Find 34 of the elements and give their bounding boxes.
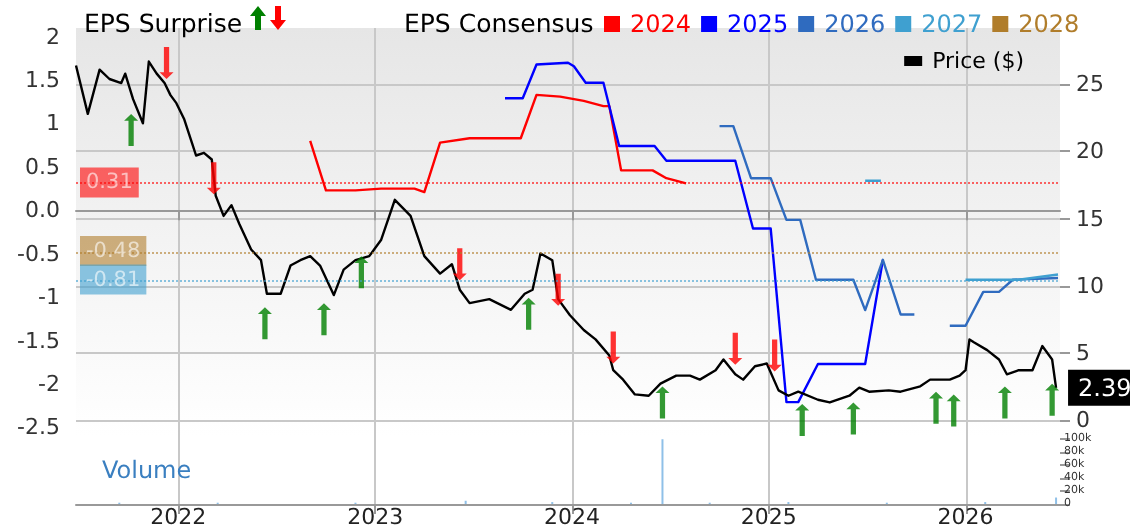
ref-line-label: 0.31 — [86, 170, 133, 195]
y-tick-label: -1.5 — [17, 327, 60, 354]
y-tick-label: 2 — [46, 23, 60, 50]
data-label: 2.39 — [1078, 373, 1130, 402]
y-tick-label: -2.5 — [17, 414, 60, 441]
y2-tick-label: 10 — [1076, 272, 1104, 299]
x-tick-label: 2025 — [740, 504, 797, 528]
y-tick-label: -2 — [38, 370, 60, 397]
y2-tick-label: 20 — [1076, 138, 1104, 165]
y-tick-label: 0.0 — [25, 197, 60, 224]
x-tick-label: 2026 — [937, 504, 994, 528]
chart-title: EPS Surprise — [84, 8, 243, 38]
y-tick-label: 1 — [46, 110, 60, 137]
y-tick-label: 0.5 — [25, 153, 60, 180]
line-series — [308, 93, 688, 194]
legend-title: EPS Consensus — [404, 8, 594, 38]
y-tick-label: 1.5 — [25, 67, 60, 94]
legend-label: 2026 — [824, 10, 886, 38]
y2-tick-label: 5 — [1076, 339, 1090, 366]
text: Volume — [102, 456, 192, 484]
x-tick-label: 2024 — [543, 504, 600, 528]
legend-label: 2024 — [630, 10, 692, 38]
legend-label: 2028 — [1018, 10, 1080, 38]
legend-label: 2027 — [921, 10, 983, 38]
x-tick-label: 2023 — [347, 504, 404, 528]
ref-line-label: -0.81 — [86, 267, 141, 292]
legend-label: 2025 — [727, 10, 789, 38]
ref-line-label: -0.48 — [86, 238, 141, 263]
legend-label: Price ($) — [932, 48, 1025, 74]
y2-tick-label: 15 — [1076, 205, 1104, 232]
y-tick-label: -0.5 — [17, 240, 60, 267]
y-tick-label: -1 — [38, 284, 60, 311]
y2-tick-label: 25 — [1076, 71, 1104, 98]
x-tick-label: 2022 — [150, 504, 207, 528]
